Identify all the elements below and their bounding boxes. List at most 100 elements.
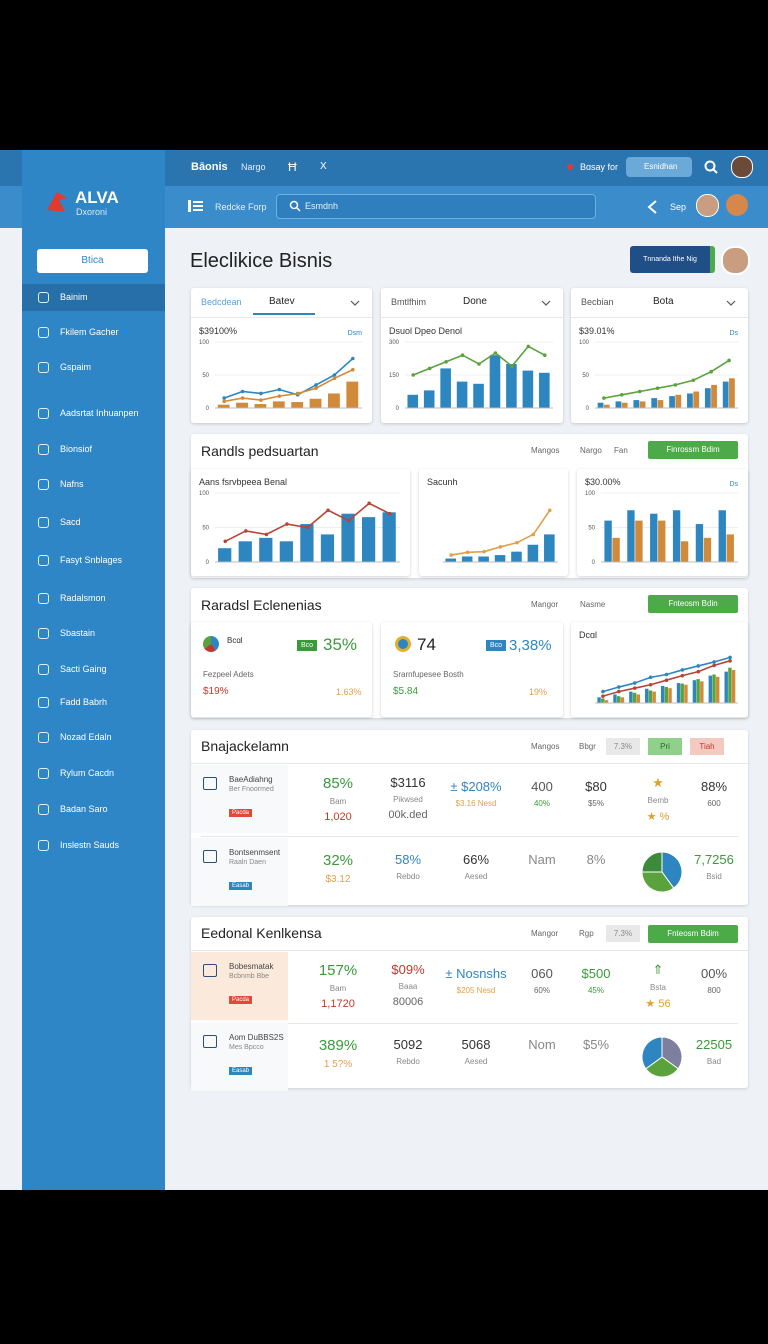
point: [259, 391, 263, 396]
sidebar-icon: [38, 628, 49, 639]
sidebar-item[interactable]: Nafns: [60, 479, 84, 489]
chevron[interactable]: [350, 299, 360, 307]
search-text: Esmdnh: [305, 201, 339, 211]
bar: [597, 402, 604, 408]
point: [547, 508, 552, 513]
cell-value: 060: [531, 966, 553, 981]
y-tick-label: 0: [206, 406, 210, 412]
chart-card: $30.00% Ds 0 50 100: [577, 469, 748, 576]
sidebar-item[interactable]: Sacd: [60, 517, 81, 527]
avatar[interactable]: [696, 194, 719, 217]
action-button[interactable]: Finrossm Bdim: [648, 441, 738, 459]
sidebar-item[interactable]: Gspaim: [60, 362, 92, 372]
bar: [544, 534, 555, 562]
link[interactable]: Mangor: [531, 929, 559, 938]
status: Bɑsay for: [580, 162, 619, 172]
legend: Ds: [729, 330, 738, 337]
sidebar-item[interactable]: Rylum Cacdn: [60, 768, 115, 778]
point: [314, 383, 318, 387]
sidebar-item[interactable]: Inslestn Sauds: [60, 840, 120, 850]
tab[interactable]: Done: [463, 296, 487, 307]
bar: [259, 537, 273, 562]
cell-value: 157%: [318, 962, 358, 979]
sidebar-item[interactable]: Fasyt Snblages: [60, 555, 123, 565]
chevron[interactable]: [726, 299, 736, 307]
section-title: Randls pedsuartan: [201, 443, 319, 459]
bar: [716, 676, 720, 703]
y-tick-label: 100: [199, 340, 210, 346]
chip[interactable]: Tiah: [690, 738, 724, 755]
bar: [704, 388, 711, 408]
sidebar-button[interactable]: Btica: [37, 249, 148, 273]
sidebar-item[interactable]: Radalsmon: [60, 593, 106, 603]
back-icon[interactable]: [646, 199, 662, 215]
sidebar-item[interactable]: Bionsiof: [60, 444, 93, 454]
point: [673, 383, 678, 387]
link[interactable]: Fan: [614, 446, 628, 455]
row-head: [191, 765, 288, 833]
bar: [620, 697, 625, 703]
link[interactable]: Mangor: [531, 600, 559, 609]
cell-sub: 1,1720: [321, 998, 355, 1010]
link[interactable]: Nasme: [580, 600, 606, 609]
cell-sub: Pikwsed: [393, 795, 423, 804]
kpi-name: 74: [417, 635, 436, 654]
avatar[interactable]: [731, 156, 753, 178]
sidebar-icon: [38, 768, 49, 779]
point: [680, 673, 685, 678]
chip[interactable]: 7.3%: [606, 925, 640, 942]
cell-sub: $3.12: [325, 874, 351, 885]
nav-item[interactable]: Ħ: [288, 160, 297, 174]
action-button[interactable]: Fnteosm Bdim: [648, 925, 738, 943]
chip[interactable]: 7.3%: [606, 738, 640, 755]
tab[interactable]: Bedcdean: [201, 297, 242, 307]
cell-sub: Bsid: [706, 872, 722, 881]
row-tag: Pacda: [229, 809, 253, 817]
chip[interactable]: Pri: [648, 738, 682, 755]
point: [727, 358, 731, 363]
sidebar-item[interactable]: Aadsrtat Inhuanpen: [60, 408, 139, 418]
nav-item[interactable]: X: [320, 161, 327, 172]
tab[interactable]: Batev: [269, 296, 295, 307]
sidebar-item[interactable]: Fkilem Gacher: [60, 327, 119, 337]
tab[interactable]: Bota: [653, 296, 674, 307]
badge[interactable]: Esnidhan: [626, 157, 692, 177]
action-button[interactable]: Fnteosm Bdin: [648, 595, 738, 613]
link[interactable]: Mangos: [531, 742, 560, 751]
bar: [309, 398, 322, 408]
bar: [645, 688, 649, 703]
sidebar-item[interactable]: Fadd Babrh: [60, 697, 108, 707]
pie-slice: [641, 1036, 663, 1070]
cell-sub: 800: [707, 986, 721, 995]
point: [632, 681, 637, 685]
sidebar-icon: [38, 555, 49, 566]
menu-icon[interactable]: [188, 200, 204, 212]
sidebar-icon: [38, 840, 49, 851]
bar: [684, 684, 688, 703]
chevron-line: [541, 300, 551, 306]
sidebar-item[interactable]: Sbastain: [60, 628, 96, 638]
cell: ± Nosnshs $205 Nesd: [441, 966, 511, 995]
page-button[interactable]: Tnnanda Ithe Nig: [630, 246, 715, 273]
tab[interactable]: Becbian: [581, 297, 614, 307]
legend: Ds: [729, 481, 738, 488]
link[interactable]: Bbgr: [579, 742, 596, 751]
tab[interactable]: Bmtlfhim: [391, 297, 427, 307]
chevron[interactable]: [541, 299, 551, 307]
sidebar-item[interactable]: Sacti Gaing: [60, 664, 107, 674]
search-icon[interactable]: [703, 159, 719, 175]
search-box[interactable]: [276, 194, 596, 219]
sidebar-item[interactable]: Badan Saro: [60, 804, 108, 814]
nav-item[interactable]: Nargo: [241, 162, 266, 172]
cell-value: 400: [531, 779, 553, 794]
bar: [729, 378, 735, 408]
link[interactable]: Rgp: [579, 929, 594, 938]
cell-value: ± $208%: [450, 779, 502, 794]
point: [259, 398, 263, 402]
nav-item[interactable]: Bāonis: [191, 161, 228, 173]
sidebar-item[interactable]: Nozad Edaln: [60, 732, 112, 742]
link[interactable]: Mangos: [531, 446, 560, 455]
link[interactable]: Nargo: [580, 446, 602, 455]
sidebar-item[interactable]: Bainim: [60, 292, 88, 302]
avatar[interactable]: [726, 194, 748, 216]
